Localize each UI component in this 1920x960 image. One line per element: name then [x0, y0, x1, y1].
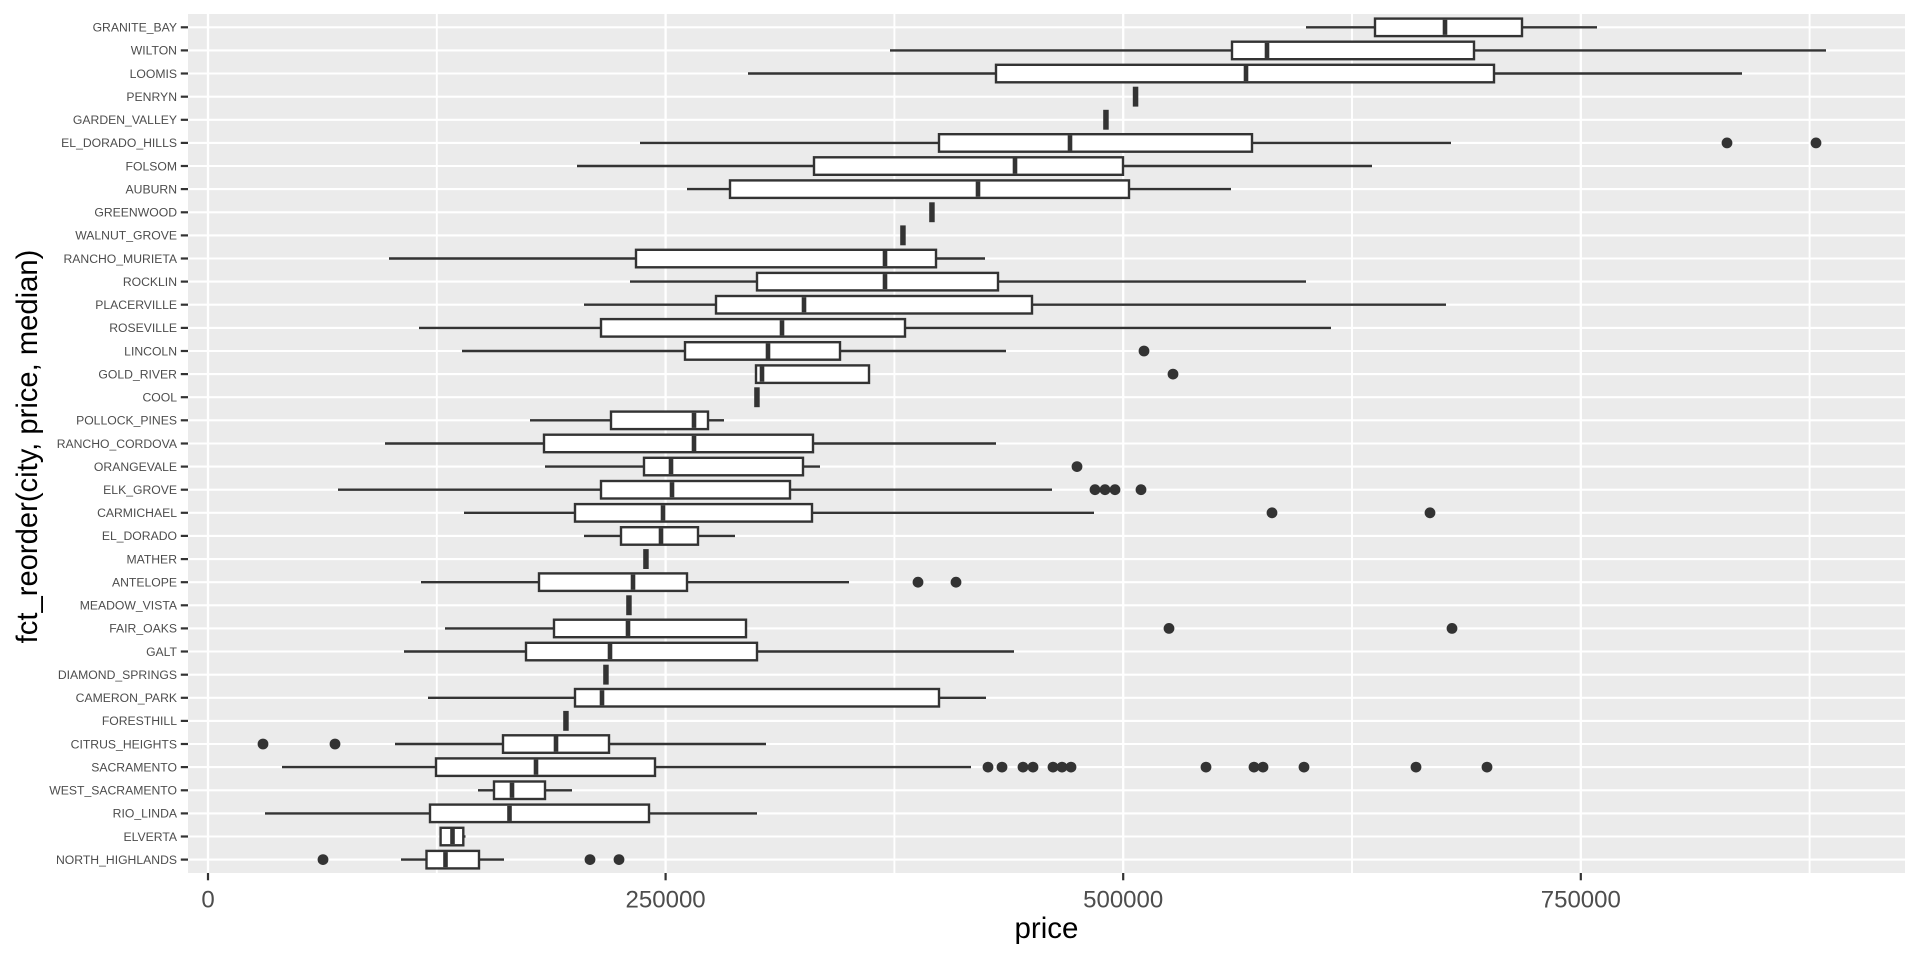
svg-text:ANTELOPE: ANTELOPE	[112, 576, 177, 590]
svg-text:WEST_SACRAMENTO: WEST_SACRAMENTO	[49, 784, 177, 798]
svg-text:WILTON: WILTON	[131, 44, 177, 58]
svg-text:FAIR_OAKS: FAIR_OAKS	[109, 622, 177, 636]
svg-text:POLLOCK_PINES: POLLOCK_PINES	[76, 414, 177, 428]
svg-text:PLACERVILLE: PLACERVILLE	[95, 298, 177, 312]
svg-text:RANCHO_CORDOVA: RANCHO_CORDOVA	[57, 437, 178, 451]
svg-text:ORANGEVALE: ORANGEVALE	[94, 460, 177, 474]
svg-text:GREENWOOD: GREENWOOD	[94, 206, 177, 220]
svg-text:GRANITE_BAY: GRANITE_BAY	[93, 21, 177, 35]
svg-text:LOOMIS: LOOMIS	[130, 67, 177, 81]
svg-text:CARMICHAEL: CARMICHAEL	[97, 506, 177, 520]
svg-text:NORTH_HIGHLANDS: NORTH_HIGHLANDS	[56, 853, 177, 867]
svg-text:WALNUT_GROVE: WALNUT_GROVE	[75, 229, 177, 243]
svg-text:ROCKLIN: ROCKLIN	[123, 275, 177, 289]
svg-text:GARDEN_VALLEY: GARDEN_VALLEY	[73, 113, 177, 127]
svg-text:250000: 250000	[626, 887, 706, 914]
svg-text:RANCHO_MURIETA: RANCHO_MURIETA	[63, 252, 177, 266]
svg-text:EL_DORADO_HILLS: EL_DORADO_HILLS	[61, 136, 177, 150]
svg-text:FORESTHILL: FORESTHILL	[102, 714, 177, 728]
svg-text:LINCOLN: LINCOLN	[124, 344, 177, 358]
svg-text:500000: 500000	[1083, 887, 1163, 914]
svg-text:PENRYN: PENRYN	[126, 90, 177, 104]
svg-text:RIO_LINDA: RIO_LINDA	[113, 807, 178, 821]
svg-text:GOLD_RIVER: GOLD_RIVER	[98, 367, 177, 381]
svg-text:0: 0	[201, 887, 214, 914]
svg-text:fct_reorder(city, price, media: fct_reorder(city, price, median)	[12, 250, 44, 644]
svg-text:CAMERON_PARK: CAMERON_PARK	[76, 691, 177, 705]
svg-text:price: price	[1015, 912, 1079, 945]
svg-text:EL_DORADO: EL_DORADO	[102, 529, 177, 543]
svg-text:MATHER: MATHER	[126, 552, 177, 566]
svg-text:AUBURN: AUBURN	[126, 182, 177, 196]
svg-text:ELVERTA: ELVERTA	[123, 830, 177, 844]
svg-text:FOLSOM: FOLSOM	[126, 159, 177, 173]
svg-text:GALT: GALT	[146, 645, 177, 659]
svg-text:SACRAMENTO: SACRAMENTO	[91, 760, 177, 774]
svg-text:750000: 750000	[1541, 887, 1621, 914]
svg-text:MEADOW_VISTA: MEADOW_VISTA	[80, 599, 178, 613]
svg-text:COOL: COOL	[142, 391, 177, 405]
svg-text:ROSEVILLE: ROSEVILLE	[109, 321, 177, 335]
svg-text:ELK_GROVE: ELK_GROVE	[103, 483, 177, 497]
svg-text:CITRUS_HEIGHTS: CITRUS_HEIGHTS	[71, 737, 177, 751]
svg-text:DIAMOND_SPRINGS: DIAMOND_SPRINGS	[58, 668, 177, 682]
